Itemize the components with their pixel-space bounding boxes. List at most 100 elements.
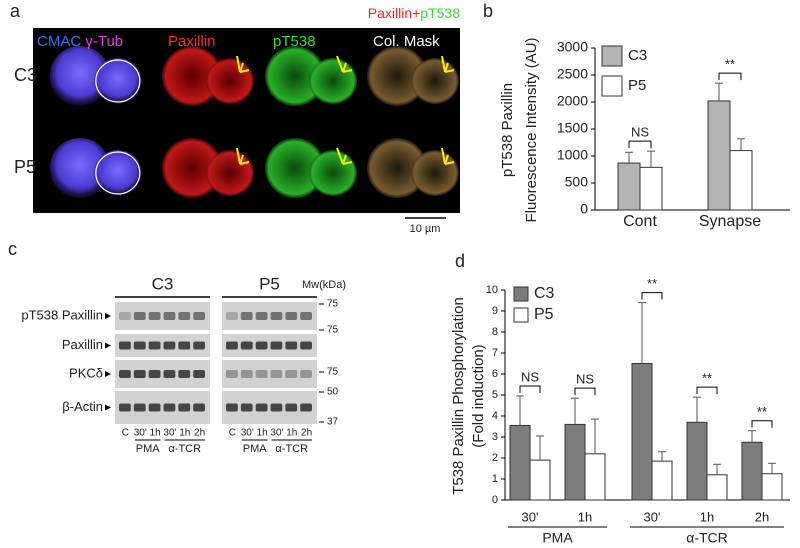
x-tick-label: 1h <box>578 509 592 524</box>
x-tick-label: Cont <box>623 213 657 230</box>
bar <box>631 363 653 501</box>
bar <box>509 424 531 501</box>
merge-title: Paxillin+pT538 <box>368 5 460 21</box>
text-part: pT538 <box>420 5 460 21</box>
row-label: Paxillin <box>62 337 103 352</box>
x-tick-label: 2h <box>755 509 769 524</box>
cell <box>93 58 142 104</box>
bar <box>639 166 663 211</box>
cell <box>49 138 110 198</box>
cell <box>367 138 427 198</box>
cell <box>309 58 357 104</box>
bar <box>651 460 673 501</box>
blot-band <box>240 370 253 378</box>
blot-band <box>163 370 176 378</box>
lane-label: 2h <box>194 428 205 439</box>
error-bar <box>647 150 655 168</box>
legend-swatch <box>513 286 529 302</box>
text-part: Paxillin <box>168 33 216 50</box>
group-label: α-TCR <box>686 530 728 546</box>
error-bar <box>748 430 756 443</box>
blot-band <box>193 370 205 378</box>
row-label: β-Actin <box>62 399 103 414</box>
blot-band <box>193 312 205 320</box>
significance-label: ** <box>702 371 712 386</box>
y-tick-label: 2000 <box>557 93 588 109</box>
lane-label: 1h <box>179 428 190 439</box>
significance-bracket <box>696 386 718 395</box>
y-tick-label: 2 <box>492 452 498 464</box>
blot-band <box>133 403 146 412</box>
blot-band <box>148 312 161 320</box>
lane-label: 1h <box>257 428 268 439</box>
row-pointer <box>105 371 111 377</box>
blot-band <box>178 403 191 412</box>
row-label: PKCδ <box>69 365 103 380</box>
blot-band <box>240 341 253 350</box>
cell <box>367 46 427 106</box>
error-bar <box>693 396 701 423</box>
bar <box>729 150 753 211</box>
arrow <box>336 147 353 165</box>
y-tick-label: 500 <box>565 174 589 190</box>
column-title: pT538 <box>273 33 316 50</box>
significance-bracket <box>574 387 596 396</box>
row-label: P5 <box>14 157 36 177</box>
blot-band <box>148 341 161 350</box>
blot-band <box>178 312 191 320</box>
arrow <box>336 55 353 73</box>
text-part: CMAC <box>37 33 81 50</box>
bar <box>617 162 641 211</box>
significance-label: NS <box>576 372 594 387</box>
bar <box>529 459 551 501</box>
x-tick-label: 1h <box>700 509 714 524</box>
cell <box>265 138 325 198</box>
blot-band <box>300 403 312 412</box>
blot-band <box>270 370 283 378</box>
blot-band <box>119 370 131 378</box>
error-bar <box>713 463 721 475</box>
lane-label: 30' <box>163 428 176 439</box>
error-bar <box>625 151 633 164</box>
blot-band <box>285 312 298 320</box>
lane-label: 1h <box>150 428 161 439</box>
arrow <box>441 147 455 165</box>
error-bar <box>768 462 776 474</box>
y-axis-label: (Fold induction) <box>470 344 487 447</box>
lane-label: 30' <box>241 428 254 439</box>
mw-marker: 37 <box>327 417 339 428</box>
blot-band <box>285 370 298 378</box>
text-part: Col. Mask <box>373 33 440 50</box>
y-tick-label: 10 <box>486 284 498 296</box>
blot-band <box>300 312 312 320</box>
treatment-label: PMA <box>136 443 161 455</box>
blot-band <box>270 403 283 412</box>
blot-band <box>193 341 205 350</box>
cell <box>93 150 142 196</box>
panel-letter: a <box>10 1 21 21</box>
significance-label: ** <box>647 276 657 291</box>
blot-band <box>226 312 238 320</box>
legend-label: P5 <box>534 306 554 323</box>
legend-label: C3 <box>534 285 555 302</box>
cell <box>162 138 222 198</box>
blot-band <box>226 403 238 412</box>
x-tick-label: 30' <box>644 509 661 524</box>
significance-bracket <box>718 72 742 81</box>
bar <box>686 421 708 501</box>
blot-band <box>226 341 238 350</box>
lane-label: 1h <box>286 428 297 439</box>
bar <box>584 453 606 501</box>
blot-band <box>119 341 131 350</box>
y-tick-label: 3000 <box>557 39 588 55</box>
row-pointer <box>105 404 111 411</box>
group-label: C3 <box>152 274 174 293</box>
error-bar <box>715 82 723 101</box>
column-title: Col. Mask <box>373 33 440 50</box>
blot-strip <box>222 360 317 388</box>
panel-letter: b <box>483 1 493 21</box>
y-tick-label: 2500 <box>557 66 588 82</box>
bar <box>707 100 731 211</box>
significance-bracket <box>641 292 663 300</box>
